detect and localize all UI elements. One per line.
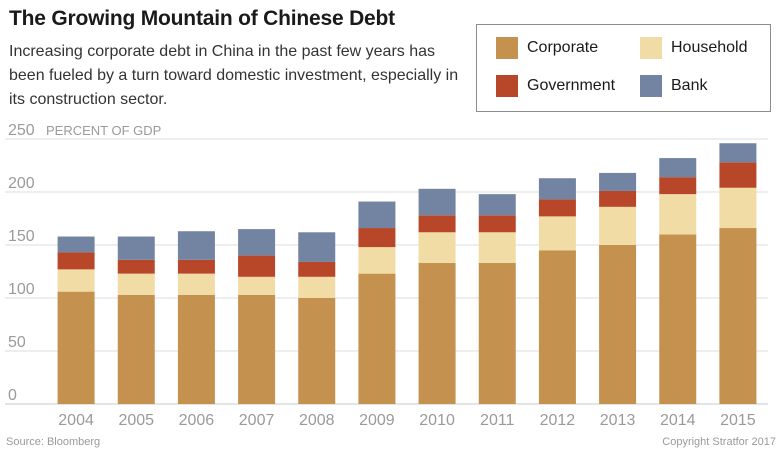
bar-corporate-2009 xyxy=(358,273,396,404)
bar-government-2012 xyxy=(538,199,576,217)
bar-government-2005 xyxy=(117,259,155,274)
bar-household-2012 xyxy=(538,216,576,251)
bar-government-2006 xyxy=(177,259,215,274)
x-tick-label-2005: 2005 xyxy=(118,412,154,429)
bar-household-2011 xyxy=(478,232,516,264)
x-tick-label-2013: 2013 xyxy=(600,412,636,429)
bar-household-2014 xyxy=(659,194,697,235)
y-tick-label-100: 100 xyxy=(8,281,35,298)
x-tick-label-2012: 2012 xyxy=(540,412,576,429)
x-tick-label-2014: 2014 xyxy=(660,412,696,429)
y-tick-label-200: 200 xyxy=(8,175,35,192)
chart-subtitle: Increasing corporate debt in China in th… xyxy=(9,43,459,108)
bar-corporate-2006 xyxy=(177,294,215,404)
bar-household-2015 xyxy=(719,187,757,229)
bar-bank-2011 xyxy=(478,194,516,216)
bar-bank-2014 xyxy=(659,158,697,178)
bar-corporate-2008 xyxy=(298,298,336,404)
y-tick-label-150: 150 xyxy=(8,228,35,245)
bar-bank-2012 xyxy=(538,178,576,200)
legend-swatch-household xyxy=(640,37,662,59)
bar-bank-2004 xyxy=(57,236,95,253)
bar-corporate-2010 xyxy=(418,263,456,404)
legend-item-corporate: Corporate xyxy=(496,37,598,59)
y-tick-label-0: 0 xyxy=(8,387,17,404)
bar-bank-2013 xyxy=(599,172,637,191)
bar-corporate-2015 xyxy=(719,228,757,404)
bar-government-2008 xyxy=(298,261,336,277)
bar-corporate-2012 xyxy=(538,250,576,404)
source-note: Source: Bloomberg xyxy=(6,436,101,448)
legend-swatch-government xyxy=(496,75,518,97)
bar-corporate-2005 xyxy=(117,294,155,404)
y-axis-label: PERCENT OF GDP xyxy=(46,123,161,138)
chart-title: The Growing Mountain of Chinese Debt xyxy=(9,7,395,30)
bar-household-2007 xyxy=(238,276,276,295)
bar-household-2009 xyxy=(358,247,396,274)
bar-bank-2010 xyxy=(418,188,456,216)
x-tick-label-2009: 2009 xyxy=(359,412,395,429)
bar-corporate-2007 xyxy=(238,294,276,404)
x-tick-label-2007: 2007 xyxy=(239,412,275,429)
bar-government-2013 xyxy=(599,190,637,207)
legend-swatch-corporate xyxy=(496,37,518,59)
bar-household-2004 xyxy=(57,269,95,292)
bars xyxy=(57,143,757,404)
bar-government-2009 xyxy=(358,228,396,248)
legend-label-government: Government xyxy=(527,77,616,94)
bar-bank-2008 xyxy=(298,232,336,262)
legend: Corporate Household Government Bank xyxy=(476,24,771,112)
x-axis-ticks: 2004 2005 2006 2007 2008 2009 2010 2011 2012 2013… xyxy=(58,412,756,429)
bar-government-2010 xyxy=(418,215,456,233)
bar-corporate-2004 xyxy=(57,291,95,404)
y-tick-label-250: 250 xyxy=(8,122,35,139)
legend-item-government: Government xyxy=(496,75,615,97)
bar-bank-2007 xyxy=(238,229,276,256)
bar-government-2014 xyxy=(659,177,697,195)
bar-government-2004 xyxy=(57,252,95,270)
bar-household-2010 xyxy=(418,232,456,264)
legend-label-corporate: Corporate xyxy=(527,39,599,56)
legend-label-bank: Bank xyxy=(671,77,708,94)
x-tick-label-2011: 2011 xyxy=(480,412,515,429)
bar-household-2006 xyxy=(177,273,215,295)
x-tick-label-2010: 2010 xyxy=(419,412,455,429)
bar-bank-2005 xyxy=(117,236,155,260)
bar-corporate-2011 xyxy=(478,263,516,404)
bar-bank-2009 xyxy=(358,201,396,229)
legend-item-household: Household xyxy=(640,37,748,59)
bar-household-2008 xyxy=(298,276,336,298)
bar-bank-2015 xyxy=(719,143,757,163)
x-tick-label-2008: 2008 xyxy=(299,412,335,429)
bar-household-2005 xyxy=(117,273,155,295)
bar-household-2013 xyxy=(599,206,637,245)
bar-corporate-2014 xyxy=(659,234,697,404)
bar-government-2007 xyxy=(238,255,276,277)
legend-label-household: Household xyxy=(671,39,748,56)
bar-corporate-2013 xyxy=(599,245,637,404)
y-tick-label-50: 50 xyxy=(8,334,26,351)
x-tick-label-2006: 2006 xyxy=(179,412,215,429)
x-tick-label-2004: 2004 xyxy=(58,412,94,429)
bar-government-2015 xyxy=(719,162,757,188)
legend-swatch-bank xyxy=(640,75,662,97)
x-tick-label-2015: 2015 xyxy=(720,412,756,429)
y-axis-ticks: 0 50 100 150 200 250 xyxy=(8,122,35,404)
bar-government-2011 xyxy=(478,215,516,233)
copyright-note: Copyright Stratfor 2017 xyxy=(662,436,776,448)
legend-item-bank: Bank xyxy=(640,75,707,97)
bar-bank-2006 xyxy=(177,231,215,260)
